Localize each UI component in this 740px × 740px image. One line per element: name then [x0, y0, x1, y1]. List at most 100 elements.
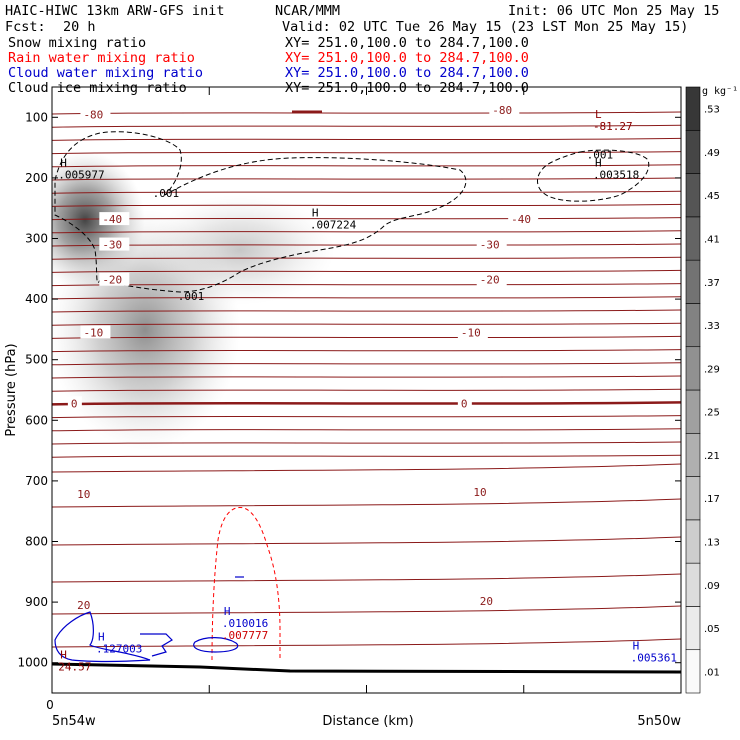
colorbar-swatch — [685, 346, 701, 391]
temperature-contour-label: 0 — [71, 397, 78, 410]
contour-label-bg — [476, 593, 499, 607]
x-axis-title: Distance (km) — [322, 714, 413, 729]
extremum-symbol: H — [224, 605, 231, 618]
y-tick-label: 700 — [25, 474, 48, 488]
extremum-value: .001 — [178, 290, 205, 303]
temperature-contour-label: -20 — [480, 274, 500, 287]
valid-time: Valid: 02 UTC Tue 26 May 15 (23 LST Mon … — [282, 19, 689, 35]
extremum-value: .010016 — [222, 617, 268, 630]
isotherm-line — [52, 309, 681, 313]
isotherm-line — [52, 322, 681, 326]
temperature-contour-label: -40 — [511, 213, 531, 226]
colorbar-level-label: .41 — [704, 235, 720, 246]
colorbar-level-label: .25 — [704, 408, 720, 419]
field-name-cloud-water: Cloud water mixing ratio — [8, 65, 204, 81]
isotherm-line — [52, 388, 681, 392]
temperature-contour-label: -20 — [102, 274, 122, 287]
isotherm-line — [52, 111, 681, 115]
field-xy-cloud-water: XY= 251.0,100.0 to 284.7,100.0 — [285, 65, 529, 81]
colorbar-swatch — [685, 519, 701, 564]
colorbar-swatch — [685, 303, 701, 348]
fcst-label: Fcst: — [5, 19, 46, 35]
colorbar-swatch — [685, 86, 701, 131]
temperature-contour-label: -10 — [461, 326, 481, 339]
extremum-value: .007777 — [222, 629, 268, 642]
contour-label-bg — [74, 487, 97, 501]
model-title: HAIC-HIWC 13km ARW-GFS init — [5, 3, 225, 19]
colorbar-swatch — [685, 432, 701, 477]
contour-label-bg — [99, 212, 130, 226]
field-xy-cloud-ice: XY= 251.0,100.0 to 284.7,100.0 — [285, 80, 529, 96]
y-tick-label: 500 — [25, 353, 48, 367]
y-tick-label: 200 — [25, 171, 48, 185]
isotherm-line — [52, 573, 681, 583]
extremum-value: .001 — [587, 149, 614, 162]
isotherm-line — [52, 605, 681, 615]
isotherm-line — [52, 230, 681, 234]
colorbar-level-label: .37 — [704, 278, 720, 289]
colorbar-swatch — [685, 649, 701, 694]
colorbar-level-label: .13 — [704, 538, 720, 549]
isotherm-line — [52, 638, 681, 648]
isotherm-line — [52, 362, 681, 366]
isotherm-line — [52, 349, 681, 353]
isotherm-line — [52, 177, 681, 181]
extremum-symbol: H — [633, 640, 640, 653]
colorbar-level-label: .33 — [704, 321, 720, 332]
isotherm-line — [52, 190, 681, 194]
colorbar-level-label: .53 — [704, 105, 720, 116]
extremum-value: 24.57 — [58, 661, 91, 674]
org-label: NCAR/MMM — [275, 3, 341, 19]
extremum-value: .127003 — [96, 643, 142, 656]
y-tick-label: 800 — [25, 535, 48, 549]
extremum-symbol: H — [60, 649, 67, 662]
y-tick-label: 600 — [25, 413, 48, 427]
x-origin-label: 0 — [46, 698, 54, 712]
contour-label-bg — [67, 396, 82, 410]
cloud-water-contour-left — [54, 611, 151, 663]
colorbar-level-label: .49 — [704, 148, 720, 159]
colorbar-level-label: .09 — [704, 581, 720, 592]
x-left-label: 5n54w — [52, 714, 96, 729]
extremum-symbol: L — [595, 108, 602, 121]
extremum-value: .003518 — [593, 169, 639, 182]
contour-label-bg — [457, 396, 472, 410]
isotherm-line — [52, 124, 681, 128]
terrain-line — [52, 662, 681, 674]
temperature-contour-label: -40 — [102, 213, 122, 226]
temperature-contour-label: -80 — [83, 108, 103, 121]
isotherm-line — [52, 375, 681, 379]
field-xy-rain: XY= 251.0,100.0 to 284.7,100.0 — [285, 50, 529, 66]
colorbar-swatch — [685, 259, 701, 304]
extremum-value: .001 — [153, 187, 180, 200]
colorbar-swatch — [685, 606, 701, 651]
mixing-ratio-shading-tail — [145, 195, 335, 305]
isotherm-line — [52, 536, 681, 546]
contour-label-bg — [80, 325, 111, 339]
isotherm-line — [52, 401, 681, 406]
colorbar-swatch — [685, 562, 701, 607]
colorbar-swatch — [685, 476, 701, 521]
cloud-water-contour-right — [193, 637, 239, 653]
temperature-contour-label: -30 — [102, 239, 122, 252]
colorbar-unit: g kg⁻¹ — [702, 86, 738, 97]
temperature-contour-label: -10 — [83, 326, 103, 339]
colorbar-swatch — [685, 389, 701, 434]
isotherm-line — [52, 441, 681, 445]
temperature-contour-label: 20 — [77, 599, 90, 612]
y-tick-label: 300 — [25, 232, 48, 246]
extremum-symbol: H — [98, 631, 105, 644]
temperature-contour-label: 0 — [461, 397, 468, 410]
field-xy-snow: XY= 251.0,100.0 to 284.7,100.0 — [285, 35, 529, 51]
isotherm-line — [52, 137, 681, 141]
y-tick-label: 100 — [25, 110, 48, 124]
isotherm-line — [52, 428, 681, 432]
temperature-contour-label: -30 — [480, 239, 500, 252]
init-time: Init: 06 UTC Mon 25 May 15 — [508, 3, 720, 19]
rain-contour — [211, 506, 281, 661]
contour-label-bg — [457, 325, 488, 339]
field-name-snow: Snow mixing ratio — [8, 35, 147, 51]
contour-label-bg — [476, 237, 507, 251]
y-tick-label: 400 — [25, 292, 48, 306]
isotherm-line — [52, 203, 681, 207]
